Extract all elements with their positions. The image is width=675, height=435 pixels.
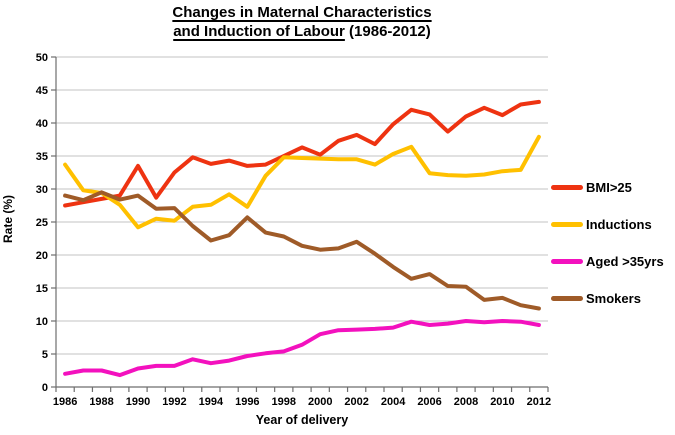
legend-item-smokers: Smokers <box>551 290 664 306</box>
x-tick-label: 1994 <box>199 396 224 408</box>
legend-item-inductions: Inductions <box>551 216 664 232</box>
x-tick-label: 2012 <box>527 396 551 408</box>
x-tick-label: 1988 <box>89 396 113 408</box>
y-tick-label: 15 <box>36 283 48 295</box>
series-line-smokers <box>63 190 541 311</box>
x-tick-label: 2004 <box>381 396 406 408</box>
chart-title: Changes in Maternal Characteristics and … <box>56 3 548 41</box>
legend-label-smokers: Smokers <box>586 290 641 306</box>
legend-label-aged35: Aged >35yrs <box>586 253 664 269</box>
legend-swatch-smokers <box>551 295 583 301</box>
x-tick-label: 1996 <box>235 396 259 408</box>
legend-item-aged35: Aged >35yrs <box>551 253 664 269</box>
legend-swatch-inductions <box>551 221 583 227</box>
legend-item-bmi25: BMI>25 <box>551 179 664 195</box>
y-tick-label: 35 <box>36 151 48 163</box>
y-tick-label: 20 <box>36 250 48 262</box>
x-tick-label: 2008 <box>454 396 478 408</box>
x-tick-label: 2002 <box>344 396 368 408</box>
chart-title-line2: and Induction of Labour <box>173 23 345 40</box>
x-tick-label: 2006 <box>417 396 441 408</box>
x-tick-label: 2000 <box>308 396 332 408</box>
legend-label-inductions: Inductions <box>586 216 652 232</box>
y-tick-label: 5 <box>42 349 48 361</box>
y-tick-label: 25 <box>36 217 48 229</box>
series-line-bmi-25 <box>63 99 541 208</box>
x-tick-label: 1998 <box>272 396 296 408</box>
legend-label-bmi25: BMI>25 <box>586 179 632 195</box>
x-tick-label: 2010 <box>490 396 514 408</box>
y-tick-label: 50 <box>36 52 48 64</box>
y-tick-label: 0 <box>42 382 48 394</box>
y-tick-label: 30 <box>36 184 48 196</box>
x-tick-label: 1990 <box>126 396 150 408</box>
y-tick-label: 40 <box>36 118 48 130</box>
series-line-aged-35yrs <box>63 319 541 378</box>
y-tick-label: 45 <box>36 85 48 97</box>
legend-swatch-aged35 <box>551 258 583 264</box>
legend-swatch-bmi25 <box>551 184 583 190</box>
chart-title-year-range: (1986-2012) <box>344 23 431 40</box>
x-tick-label: 1986 <box>53 396 77 408</box>
chart-legend: BMI>25 Inductions Aged >35yrs Smokers <box>551 179 664 327</box>
x-tick-label: 1992 <box>162 396 186 408</box>
y-tick-label: 10 <box>36 316 48 328</box>
chart-title-line1: Changes in Maternal Characteristics <box>172 4 432 21</box>
x-axis-title: Year of delivery <box>255 413 349 427</box>
series-line-inductions <box>63 134 541 230</box>
